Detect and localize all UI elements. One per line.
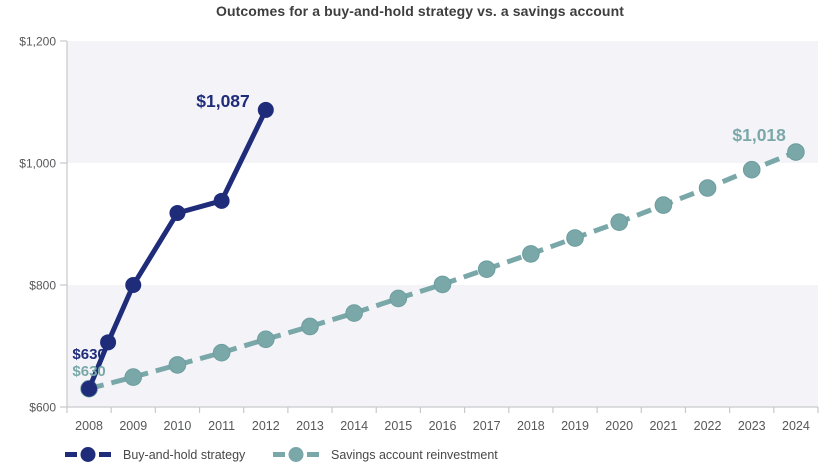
data-point-buy-and-hold-strategy-2011 <box>213 192 230 209</box>
data-label: $1,087 <box>196 91 250 111</box>
data-point-savings-account-reinvestment-2019 <box>566 229 584 247</box>
data-point-savings-account-reinvestment-2009 <box>124 368 143 386</box>
data-label: $630 <box>72 346 105 363</box>
y-tick-label: $1,200 <box>19 35 56 49</box>
data-point-savings-account-reinvestment-2021 <box>654 196 673 214</box>
legend-item-buy-and-hold-strategy[interactable]: Buy-and-hold strategy <box>65 446 245 463</box>
data-point-savings-account-reinvestment-2020 <box>610 213 629 231</box>
legend-label: Buy-and-hold strategy <box>123 447 246 462</box>
x-tick-label: 2008 <box>75 419 103 433</box>
data-point-savings-account-reinvestment-2015 <box>389 289 408 308</box>
x-tick-label: 2018 <box>517 419 545 433</box>
x-tick-label: 2024 <box>782 419 810 433</box>
x-tick-label: 2010 <box>164 419 192 433</box>
y-tick-label: $800 <box>29 279 56 293</box>
line-marker-icon <box>65 447 111 462</box>
data-point-buy-and-hold-strategy-2008.43 <box>100 334 117 351</box>
data-point-savings-account-reinvestment-2014 <box>345 304 363 322</box>
line-marker-icon <box>273 447 319 462</box>
plot-band <box>67 41 818 163</box>
x-tick-label: 2023 <box>738 419 766 433</box>
data-point-savings-account-reinvestment-2010 <box>168 356 187 374</box>
x-tick-label: 2013 <box>296 419 324 433</box>
data-point-savings-account-reinvestment-2018 <box>522 245 540 263</box>
data-label: $630 <box>72 363 105 380</box>
x-tick-label: 2015 <box>384 419 412 433</box>
x-tick-label: 2014 <box>340 419 368 433</box>
data-point-buy-and-hold-strategy-2009 <box>125 277 142 293</box>
x-tick-label: 2022 <box>694 419 722 433</box>
chart-title: Outcomes for a buy-and-hold strategy vs.… <box>215 3 624 19</box>
data-label: $1,018 <box>732 125 786 145</box>
data-point-buy-and-hold-strategy-2012 <box>257 101 274 118</box>
data-point-savings-account-reinvestment-2011 <box>212 343 231 362</box>
x-tick-label: 2012 <box>252 419 280 433</box>
data-point-buy-and-hold-strategy-2010 <box>169 205 186 222</box>
data-point-savings-account-reinvestment-2022 <box>698 179 717 197</box>
x-tick-label: 2021 <box>649 419 677 433</box>
plot-band <box>67 285 818 407</box>
x-tick-label: 2020 <box>605 419 633 433</box>
x-tick-label: 2011 <box>208 419 235 433</box>
legend-label: Savings account reinvestment <box>331 447 498 462</box>
x-tick-label: 2016 <box>429 419 457 433</box>
data-point-savings-account-reinvestment-2016 <box>433 275 452 294</box>
data-point-savings-account-reinvestment-2024 <box>787 143 805 161</box>
x-tick-label: 2017 <box>473 419 501 433</box>
legend-item-savings-account-reinvestment[interactable]: Savings account reinvestment <box>273 446 498 463</box>
x-tick-label: 2009 <box>119 419 147 433</box>
legend: Buy-and-hold strategy Savings account re… <box>0 446 840 468</box>
data-point-savings-account-reinvestment-2023 <box>742 160 761 179</box>
y-tick-label: $1,000 <box>19 157 56 171</box>
data-point-savings-account-reinvestment-2012 <box>256 330 275 349</box>
data-point-savings-account-reinvestment-2017 <box>477 260 496 278</box>
series-line-buy-and-hold-strategy <box>86 108 269 390</box>
data-point-buy-and-hold-strategy-2008 <box>81 380 98 397</box>
data-point-savings-account-reinvestment-2013 <box>301 317 319 336</box>
x-tick-label: 2019 <box>561 419 589 433</box>
y-tick-label: $600 <box>29 401 56 415</box>
